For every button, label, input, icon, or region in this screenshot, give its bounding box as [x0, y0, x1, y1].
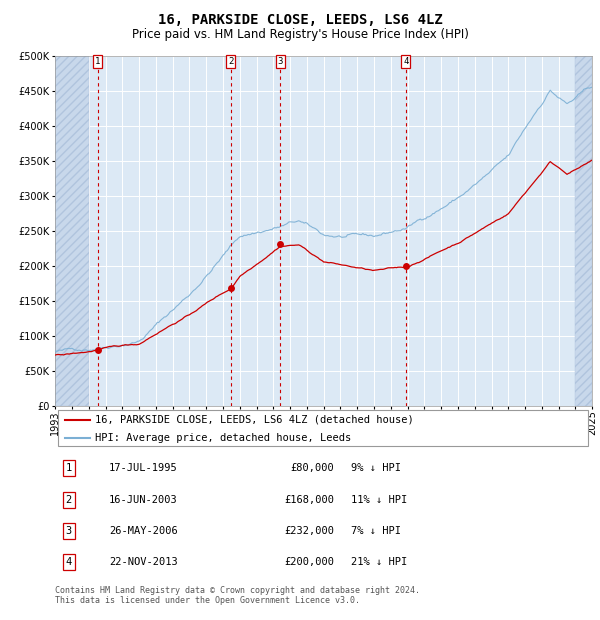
Text: 16, PARKSIDE CLOSE, LEEDS, LS6 4LZ (detached house): 16, PARKSIDE CLOSE, LEEDS, LS6 4LZ (deta… [95, 415, 414, 425]
Text: 1: 1 [95, 57, 101, 66]
Text: 4: 4 [403, 57, 409, 66]
Text: 2: 2 [228, 57, 233, 66]
Text: Contains HM Land Registry data © Crown copyright and database right 2024.
This d: Contains HM Land Registry data © Crown c… [55, 586, 420, 605]
Text: 16-JUN-2003: 16-JUN-2003 [109, 495, 178, 505]
Text: Price paid vs. HM Land Registry's House Price Index (HPI): Price paid vs. HM Land Registry's House … [131, 29, 469, 41]
Text: 2: 2 [65, 495, 72, 505]
FancyBboxPatch shape [58, 410, 589, 446]
Text: 4: 4 [65, 557, 72, 567]
Text: HPI: Average price, detached house, Leeds: HPI: Average price, detached house, Leed… [95, 433, 352, 443]
Text: 26-MAY-2006: 26-MAY-2006 [109, 526, 178, 536]
Text: 3: 3 [277, 57, 283, 66]
Text: 9% ↓ HPI: 9% ↓ HPI [350, 463, 401, 474]
Text: 16, PARKSIDE CLOSE, LEEDS, LS6 4LZ: 16, PARKSIDE CLOSE, LEEDS, LS6 4LZ [158, 13, 442, 27]
Text: 21% ↓ HPI: 21% ↓ HPI [350, 557, 407, 567]
Text: 17-JUL-1995: 17-JUL-1995 [109, 463, 178, 474]
Text: £168,000: £168,000 [284, 495, 334, 505]
Text: £200,000: £200,000 [284, 557, 334, 567]
Text: 3: 3 [65, 526, 72, 536]
Text: 22-NOV-2013: 22-NOV-2013 [109, 557, 178, 567]
Text: 11% ↓ HPI: 11% ↓ HPI [350, 495, 407, 505]
Bar [575, 56, 592, 406]
Text: £80,000: £80,000 [290, 463, 334, 474]
Bar [55, 56, 89, 406]
Text: 7% ↓ HPI: 7% ↓ HPI [350, 526, 401, 536]
Text: £232,000: £232,000 [284, 526, 334, 536]
Text: 1: 1 [65, 463, 72, 474]
